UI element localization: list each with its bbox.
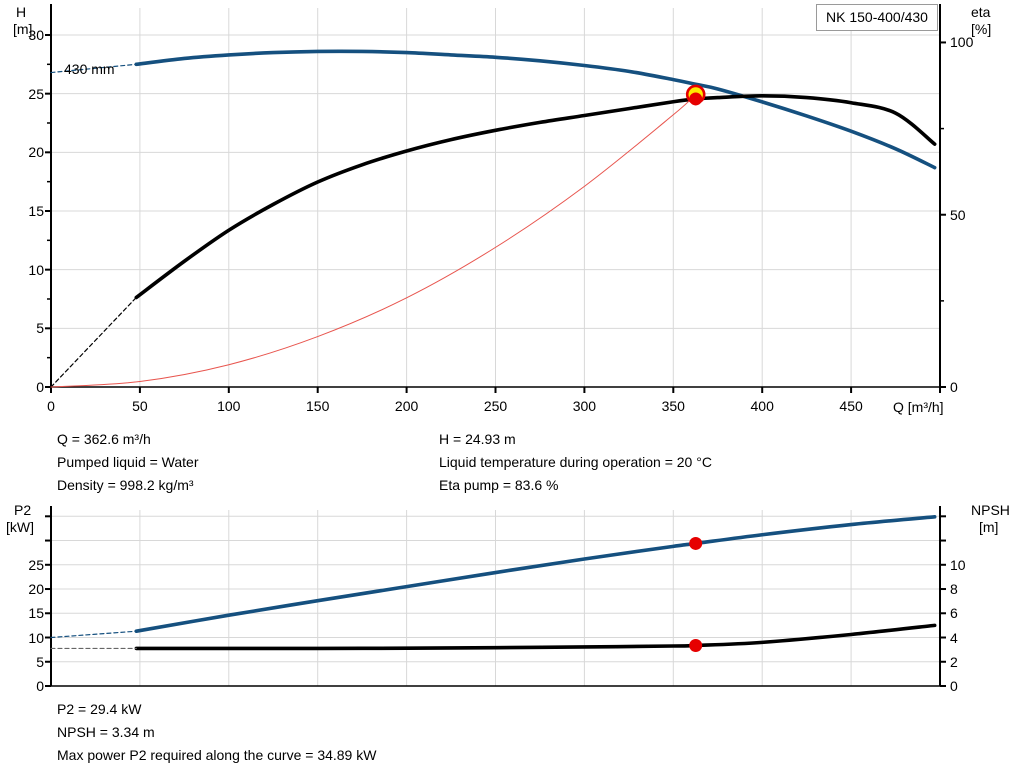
axis-tick-label: 300 bbox=[572, 398, 597, 414]
axis-tick-label: 50 bbox=[132, 398, 148, 414]
lower-y-left-unit: [kW] bbox=[6, 519, 34, 535]
axis-tick-label: 10 bbox=[28, 261, 44, 278]
eta-duty-point[interactable] bbox=[689, 92, 703, 106]
curve-system-curve bbox=[50, 93, 697, 388]
axis-tick-label: 20 bbox=[28, 144, 44, 161]
info-h: H = 24.93 m bbox=[439, 431, 516, 447]
curve-p2-extrapolation-dashed- bbox=[50, 630, 137, 639]
axis-tick-label: 400 bbox=[750, 398, 774, 414]
info-q: Q = 362.6 m³/h bbox=[57, 431, 151, 447]
info-npsh: NPSH = 3.34 m bbox=[57, 724, 155, 740]
lower-y-left-title: P2 bbox=[14, 502, 32, 518]
info-liquid: Pumped liquid = Water bbox=[57, 454, 199, 470]
info-density: Density = 998.2 kg/m³ bbox=[57, 477, 194, 493]
lower-y-right-unit: [m] bbox=[979, 519, 999, 535]
axis-tick-label: 200 bbox=[394, 398, 419, 414]
axis-tick-label: 100 bbox=[950, 34, 974, 51]
axis-tick-label: 0 bbox=[36, 379, 44, 395]
upper-y-left-title: H bbox=[16, 4, 27, 20]
axis-tick-label: 0 bbox=[47, 398, 55, 414]
curve-npsh bbox=[134, 623, 937, 651]
p2-duty-point[interactable] bbox=[689, 536, 703, 550]
axis-tick-label: 8 bbox=[950, 581, 958, 598]
upper-y-right-title: eta bbox=[971, 4, 991, 20]
axis-tick-label: 350 bbox=[661, 398, 685, 414]
axis-tick-label: 15 bbox=[28, 202, 44, 219]
axis-tick-label: 0 bbox=[950, 678, 958, 694]
axis-tick-label: 25 bbox=[28, 556, 44, 573]
axis-tick-label: 5 bbox=[36, 653, 44, 670]
axis-tick-label: 10 bbox=[950, 556, 966, 573]
curve-eta bbox=[134, 94, 937, 300]
curve-h-extrapolation-dashed- bbox=[50, 63, 137, 74]
axis-tick-label: 5 bbox=[36, 320, 44, 337]
axis-tick-label: 15 bbox=[28, 605, 44, 622]
axis-tick-label: 0 bbox=[36, 678, 44, 694]
axis-tick-label: 50 bbox=[950, 206, 966, 223]
lower-y-right-title: NPSH bbox=[971, 502, 1010, 518]
curve-p2 bbox=[134, 515, 937, 634]
upper-x-axis-label: Q [m³/h] bbox=[893, 399, 944, 415]
upper-y-left-unit: [m] bbox=[13, 21, 33, 37]
axis-tick-label: 0 bbox=[950, 379, 958, 395]
axis-tick-label: 2 bbox=[950, 653, 958, 670]
info-temp: Liquid temperature during operation = 20… bbox=[439, 454, 712, 470]
npsh-duty-point[interactable] bbox=[689, 639, 703, 653]
axis-tick-label: 30 bbox=[28, 26, 44, 43]
info-p2: P2 = 29.4 kW bbox=[57, 701, 142, 717]
pump-model-title-box: NK 150-400/430 bbox=[816, 4, 938, 31]
curve-eta-extrapolation-dashed- bbox=[50, 296, 137, 388]
impeller-diameter-annotation: 430 mm bbox=[64, 61, 115, 77]
axis-tick-label: 4 bbox=[950, 629, 958, 646]
axis-tick-label: 10 bbox=[28, 629, 44, 646]
axis-tick-label: 250 bbox=[483, 398, 508, 414]
curve-h-430-mm-impeller- bbox=[134, 49, 937, 170]
axis-tick-label: 450 bbox=[839, 398, 863, 414]
axis-tick-label: 150 bbox=[306, 398, 330, 414]
info-eta: Eta pump = 83.6 % bbox=[439, 477, 559, 493]
axis-tick-label: 25 bbox=[28, 85, 44, 102]
info-max-power: Max power P2 required along the curve = … bbox=[57, 747, 377, 763]
axis-tick-label: 20 bbox=[28, 581, 44, 598]
axis-tick-label: 100 bbox=[217, 398, 241, 414]
upper-y-right-unit: [%] bbox=[971, 21, 992, 37]
axis-tick-label: 6 bbox=[950, 605, 958, 622]
